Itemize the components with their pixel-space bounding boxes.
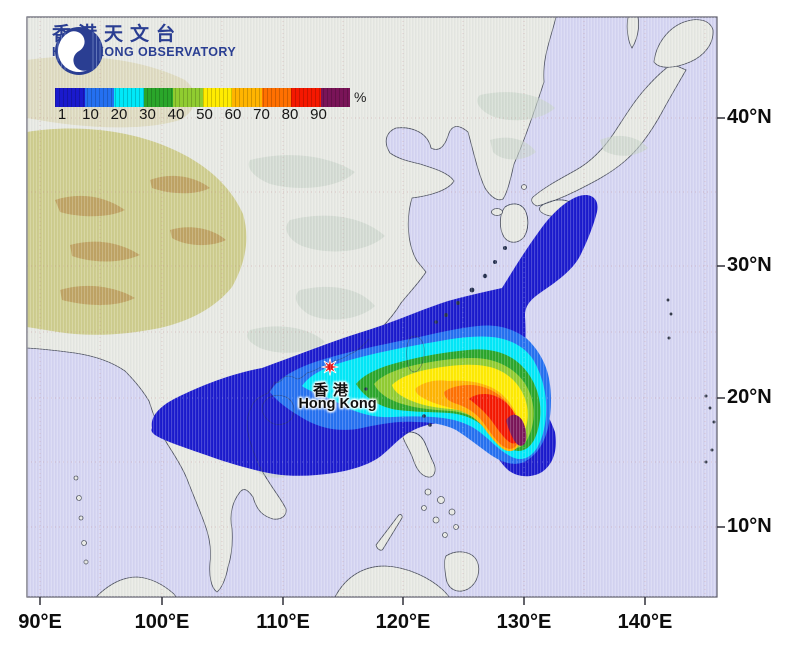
x-axis-label-120e: 120°E	[375, 611, 431, 633]
sumatra-island	[95, 576, 177, 597]
legend-tick-label: 60	[224, 106, 242, 123]
jeju-island	[491, 208, 503, 216]
borneo-island	[334, 565, 450, 597]
probability-color-scale	[55, 88, 350, 107]
tsushima-island	[521, 184, 527, 190]
x-axis-label-140e: 140°E	[617, 611, 673, 633]
hko-logo-swirl-icon	[55, 27, 103, 75]
japan-hokkaido	[653, 19, 714, 68]
y-axis-label-30n: 30°N	[727, 254, 772, 276]
x-axis-label-110e: 110°E	[256, 611, 310, 633]
y-axis-label-10n: 10°N	[727, 515, 772, 537]
pacific-islets	[666, 298, 716, 464]
probability-contour-90pct	[506, 414, 527, 446]
legend-color-cell	[320, 88, 350, 107]
legend-color-cell	[291, 88, 321, 107]
hongkong-star-marker	[321, 358, 339, 376]
map-frame-border	[26, 16, 718, 598]
axis-tick-marks	[39, 117, 725, 605]
hko-logo[interactable]: 香港天文台 HONG KONG OBSERVATORY	[52, 24, 236, 75]
legend-color-cell	[232, 88, 262, 107]
legend-color-cell	[55, 88, 85, 107]
ryukyu-islands	[364, 246, 507, 427]
probability-contour-80pct	[469, 394, 521, 444]
x-axis-label-100e: 100°E	[134, 611, 190, 633]
hongkong-label-chinese: 香港	[312, 382, 353, 399]
legend-color-cell	[202, 88, 232, 107]
philippines-islands	[375, 488, 480, 592]
mountain-ridges	[55, 175, 226, 305]
legend-color-cell	[143, 88, 173, 107]
legend-color-cell	[114, 88, 144, 107]
legend-tick-label: 20	[110, 106, 128, 123]
x-axis-label-130e: 130°E	[496, 611, 552, 633]
legend-tick-label: 40	[167, 106, 185, 123]
legend-unit-label: %	[354, 89, 367, 105]
x-axis-label-90e: 90°E	[18, 611, 62, 633]
probability-contours	[151, 194, 598, 477]
legend-tick-label: 50	[196, 106, 213, 123]
y-axis-label-40n: 40°N	[727, 106, 772, 128]
legend-color-cell	[84, 88, 114, 107]
legend-tick-label: 80	[281, 106, 299, 123]
legend-tick-label: 10	[82, 106, 99, 123]
coastline-overlay	[246, 199, 571, 480]
legend-tick-label: 1	[57, 106, 67, 123]
legend-tick-label: 30	[139, 106, 156, 123]
legend-tick-label: 90	[310, 106, 327, 123]
andaman-islands	[73, 475, 89, 565]
y-axis-label-20n: 20°N	[727, 386, 772, 408]
hongkong-label-english: Hong Kong	[298, 396, 377, 412]
graticule-overlay	[27, 17, 717, 597]
legend-color-cell	[261, 88, 291, 107]
sakhalin-island	[626, 17, 640, 49]
legend-tick-label: 70	[253, 106, 270, 123]
legend-color-cell	[173, 88, 203, 107]
